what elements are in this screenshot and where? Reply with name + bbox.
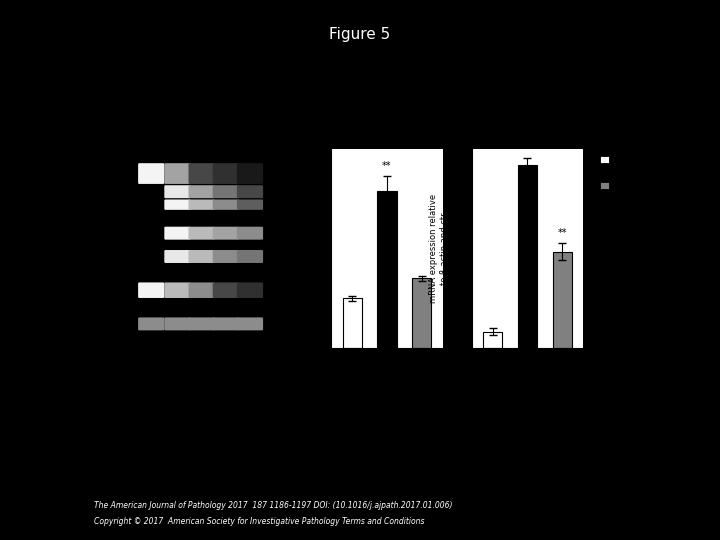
Text: 58: 58 xyxy=(116,253,125,260)
Bar xyxy=(413,279,431,348)
FancyBboxPatch shape xyxy=(237,227,263,240)
FancyBboxPatch shape xyxy=(237,185,263,198)
Text: 55.0: 55.0 xyxy=(220,346,232,350)
FancyBboxPatch shape xyxy=(164,250,191,263)
Text: C3/ C3b
iC3b
C3c: C3/ C3b iC3b C3c xyxy=(276,181,301,198)
Text: C3/ C3o: C3/ C3o xyxy=(276,346,301,350)
Text: A5: A5 xyxy=(197,134,207,145)
Title: C3: C3 xyxy=(378,133,396,146)
FancyBboxPatch shape xyxy=(212,199,239,210)
FancyBboxPatch shape xyxy=(189,227,215,240)
Text: 80: 80 xyxy=(116,287,125,293)
FancyBboxPatch shape xyxy=(212,163,239,184)
Bar xyxy=(138,342,164,355)
FancyBboxPatch shape xyxy=(237,163,263,184)
Text: 4.9: 4.9 xyxy=(197,360,206,365)
FancyBboxPatch shape xyxy=(138,163,164,184)
FancyBboxPatch shape xyxy=(138,282,164,298)
Bar xyxy=(237,342,263,355)
Text: *: * xyxy=(525,144,530,153)
FancyBboxPatch shape xyxy=(189,250,215,263)
Bar xyxy=(189,356,215,369)
FancyBboxPatch shape xyxy=(164,318,191,330)
FancyBboxPatch shape xyxy=(237,250,263,263)
Text: Copyright © 2017  American Society for Investigative Pathology Terms and Conditi: Copyright © 2017 American Society for In… xyxy=(94,517,424,526)
FancyBboxPatch shape xyxy=(212,250,239,263)
Bar xyxy=(164,342,191,355)
FancyBboxPatch shape xyxy=(189,163,215,184)
Bar xyxy=(237,356,263,369)
Bar xyxy=(212,356,239,369)
Bar xyxy=(164,356,191,369)
Title: CFB: CFB xyxy=(514,133,541,146)
Bar xyxy=(483,332,502,348)
Text: B: B xyxy=(320,122,333,139)
Text: 48.2: 48.2 xyxy=(244,346,256,350)
FancyBboxPatch shape xyxy=(189,199,215,210)
Text: HaCaT: HaCaT xyxy=(167,134,188,155)
Text: 15.6: 15.6 xyxy=(195,346,208,350)
Text: The American Journal of Pathology 2017  187 1186-1197 DOI: (10.1016/j.ajpath.201: The American Journal of Pathology 2017 1… xyxy=(94,501,452,510)
Text: II13: II13 xyxy=(243,134,257,148)
Text: 175: 175 xyxy=(112,176,125,182)
Text: 15.9: 15.9 xyxy=(220,360,232,365)
Bar xyxy=(343,298,361,348)
FancyBboxPatch shape xyxy=(212,185,239,198)
Y-axis label: mRNA expression relative
to β-actin and ctr: mRNA expression relative to β-actin and … xyxy=(429,194,449,303)
FancyBboxPatch shape xyxy=(212,227,239,240)
FancyBboxPatch shape xyxy=(164,199,191,210)
FancyBboxPatch shape xyxy=(212,318,239,330)
Bar xyxy=(212,342,239,355)
FancyBboxPatch shape xyxy=(189,318,215,330)
Text: **: ** xyxy=(382,161,392,171)
Bar xyxy=(377,191,397,348)
Text: **: ** xyxy=(557,228,567,239)
FancyBboxPatch shape xyxy=(189,185,215,198)
Text: II 4: II 4 xyxy=(220,134,232,146)
Text: 46: 46 xyxy=(116,321,125,327)
Text: C3$\beta$+$\alpha$'27: C3$\beta$+$\alpha$'27 xyxy=(276,228,309,238)
Text: 1.0: 1.0 xyxy=(147,346,156,350)
Legend: Ctr, IFN-γ, TNF-α: Ctr, IFN-γ, TNF-α xyxy=(597,152,641,193)
Text: 4.1: 4.1 xyxy=(173,360,181,365)
Bar xyxy=(518,165,537,348)
Y-axis label: mRNA expression relative
to β-actin and ctr: mRNA expression relative to β-actin and … xyxy=(294,194,313,303)
FancyBboxPatch shape xyxy=(237,318,263,330)
FancyBboxPatch shape xyxy=(164,185,191,198)
Text: 44.7: 44.7 xyxy=(244,360,256,365)
Text: 1.0: 1.0 xyxy=(147,360,156,365)
FancyBboxPatch shape xyxy=(164,163,191,184)
Text: Figure 5: Figure 5 xyxy=(329,27,391,42)
Text: 80: 80 xyxy=(116,227,125,234)
FancyBboxPatch shape xyxy=(164,227,191,240)
Text: $\beta$-actin: $\beta$-actin xyxy=(276,319,300,328)
Text: NHEK PC: NHEK PC xyxy=(138,134,164,160)
FancyBboxPatch shape xyxy=(237,282,263,298)
Bar xyxy=(553,252,572,348)
Text: A: A xyxy=(104,122,117,139)
Bar xyxy=(189,342,215,355)
FancyBboxPatch shape xyxy=(164,282,191,298)
Text: CFB: CFB xyxy=(276,360,289,365)
FancyBboxPatch shape xyxy=(237,199,263,210)
Text: C3$\alpha$'67: C3$\alpha$'67 xyxy=(276,253,300,260)
FancyBboxPatch shape xyxy=(138,318,164,330)
Text: CFB: CFB xyxy=(276,288,289,293)
Text: 4.5: 4.5 xyxy=(173,346,181,350)
X-axis label: UT-SCC-118: UT-SCC-118 xyxy=(499,351,556,361)
X-axis label: UT-SCC-105: UT-SCC-105 xyxy=(359,351,415,361)
FancyBboxPatch shape xyxy=(212,282,239,298)
FancyBboxPatch shape xyxy=(189,282,215,298)
Bar xyxy=(138,356,164,369)
